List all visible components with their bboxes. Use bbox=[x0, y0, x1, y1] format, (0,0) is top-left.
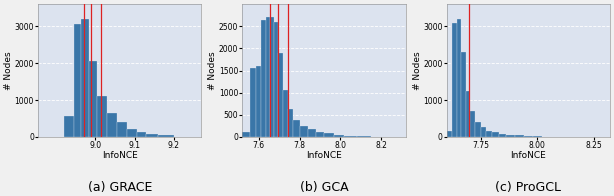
Bar bbox=[308, 129, 316, 137]
Bar bbox=[446, 131, 453, 137]
Bar bbox=[324, 133, 334, 137]
Bar bbox=[97, 96, 107, 137]
Bar bbox=[453, 23, 457, 137]
Bar bbox=[274, 22, 278, 137]
Bar bbox=[466, 91, 470, 137]
Bar bbox=[266, 17, 270, 137]
Y-axis label: # Nodes: # Nodes bbox=[413, 51, 422, 90]
Bar bbox=[255, 66, 261, 137]
Bar bbox=[486, 131, 492, 137]
Bar bbox=[82, 19, 90, 137]
Bar bbox=[334, 135, 344, 137]
Bar bbox=[117, 122, 126, 137]
Bar bbox=[64, 115, 74, 137]
X-axis label: InfoNCE: InfoNCE bbox=[510, 152, 546, 161]
Bar bbox=[524, 136, 533, 137]
Bar bbox=[107, 113, 117, 137]
Bar bbox=[249, 68, 255, 137]
Bar bbox=[499, 134, 505, 137]
Bar bbox=[158, 135, 174, 137]
Bar bbox=[470, 111, 475, 137]
Bar bbox=[270, 17, 274, 137]
Text: (a) GRACE: (a) GRACE bbox=[88, 181, 152, 194]
Bar bbox=[533, 136, 542, 137]
Bar bbox=[289, 110, 293, 137]
Bar bbox=[492, 132, 499, 137]
Bar bbox=[278, 53, 283, 137]
Bar bbox=[146, 134, 158, 137]
Bar bbox=[293, 120, 300, 137]
Bar bbox=[344, 136, 357, 137]
Bar bbox=[283, 91, 289, 137]
Bar bbox=[126, 129, 136, 137]
X-axis label: InfoNCE: InfoNCE bbox=[306, 152, 342, 161]
Bar bbox=[243, 132, 249, 137]
Bar bbox=[136, 132, 146, 137]
Y-axis label: # Nodes: # Nodes bbox=[4, 51, 13, 90]
Text: (b) GCA: (b) GCA bbox=[300, 181, 348, 194]
Bar bbox=[481, 127, 486, 137]
Bar bbox=[74, 24, 82, 137]
Y-axis label: # Nodes: # Nodes bbox=[209, 51, 217, 90]
Bar bbox=[475, 122, 481, 137]
X-axis label: InfoNCE: InfoNCE bbox=[102, 152, 138, 161]
Bar bbox=[457, 19, 461, 137]
Bar bbox=[515, 135, 524, 137]
Text: (c) ProGCL: (c) ProGCL bbox=[495, 181, 561, 194]
Bar bbox=[316, 132, 324, 137]
Bar bbox=[461, 52, 466, 137]
Bar bbox=[300, 126, 308, 137]
Bar bbox=[505, 135, 515, 137]
Bar bbox=[90, 61, 97, 137]
Bar bbox=[261, 20, 266, 137]
Bar bbox=[357, 136, 371, 137]
